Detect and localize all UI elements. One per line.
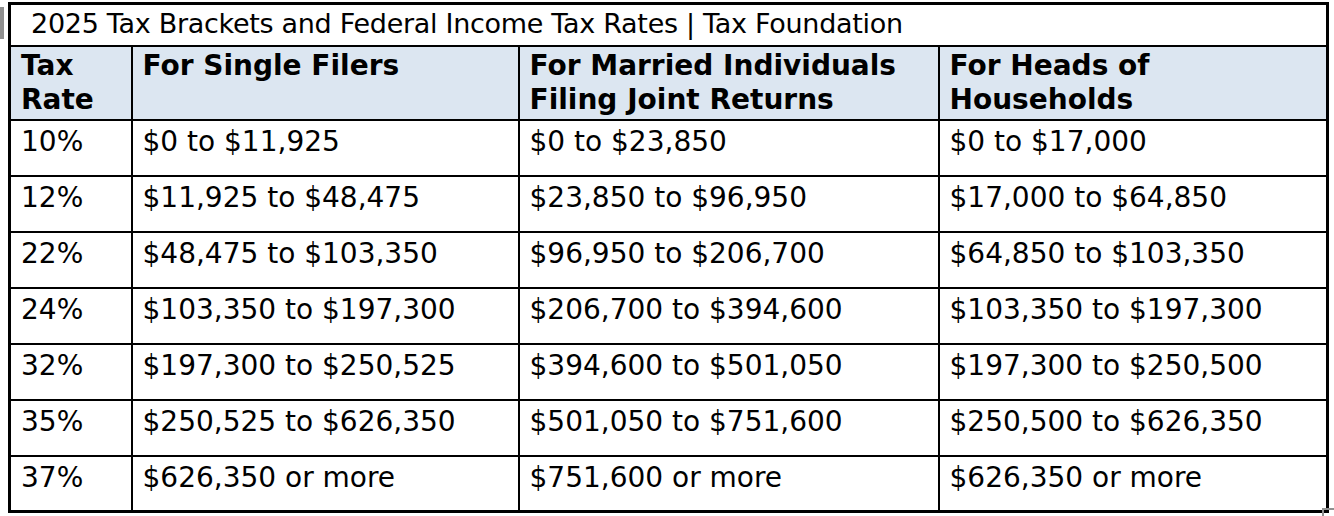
- head-of-household-cell: $250,500 to $626,350: [939, 400, 1328, 456]
- rate-cell: 32%: [10, 344, 132, 400]
- table-row: 35% $250,525 to $626,350 $501,050 to $75…: [10, 400, 1328, 456]
- single-filers-cell: $626,350 or more: [132, 456, 519, 512]
- rate-cell: 35%: [10, 400, 132, 456]
- column-header-tax-rate: Tax Rate: [10, 46, 132, 120]
- table-selection-handle-icon[interactable]: [0, 7, 4, 39]
- head-of-household-cell: $103,350 to $197,300: [939, 288, 1328, 344]
- single-filers-cell: $11,925 to $48,475: [132, 176, 519, 232]
- table-title: 2025 Tax Brackets and Federal Income Tax…: [10, 4, 1328, 46]
- single-filers-cell: $103,350 to $197,300: [132, 288, 519, 344]
- married-joint-cell: $394,600 to $501,050: [519, 344, 939, 400]
- married-joint-cell: $751,600 or more: [519, 456, 939, 512]
- rate-cell: 37%: [10, 456, 132, 512]
- married-joint-cell: $23,850 to $96,950: [519, 176, 939, 232]
- married-joint-cell: $0 to $23,850: [519, 120, 939, 176]
- rate-cell: 24%: [10, 288, 132, 344]
- single-filers-cell: $250,525 to $626,350: [132, 400, 519, 456]
- single-filers-cell: $48,475 to $103,350: [132, 232, 519, 288]
- single-filers-cell: $197,300 to $250,525: [132, 344, 519, 400]
- married-joint-cell: $96,950 to $206,700: [519, 232, 939, 288]
- head-of-household-cell: $17,000 to $64,850: [939, 176, 1328, 232]
- head-of-household-cell: $0 to $17,000: [939, 120, 1328, 176]
- head-of-household-cell: $197,300 to $250,500: [939, 344, 1328, 400]
- table-row: 22% $48,475 to $103,350 $96,950 to $206,…: [10, 232, 1328, 288]
- table-row: 12% $11,925 to $48,475 $23,850 to $96,95…: [10, 176, 1328, 232]
- head-of-household-cell: $626,350 or more: [939, 456, 1328, 512]
- table-row: 24% $103,350 to $197,300 $206,700 to $39…: [10, 288, 1328, 344]
- table-row: 32% $197,300 to $250,525 $394,600 to $50…: [10, 344, 1328, 400]
- rate-cell: 10%: [10, 120, 132, 176]
- table-resize-handle-icon[interactable]: [1322, 508, 1334, 516]
- table-row: 10% $0 to $11,925 $0 to $23,850 $0 to $1…: [10, 120, 1328, 176]
- column-header-single-filers: For Single Filers: [132, 46, 519, 120]
- table-header-row: Tax Rate For Single Filers For Married I…: [10, 46, 1328, 120]
- married-joint-cell: $206,700 to $394,600: [519, 288, 939, 344]
- column-header-married-joint: For Married Individuals Filing Joint Ret…: [519, 46, 939, 120]
- table-row: 37% $626,350 or more $751,600 or more $6…: [10, 456, 1328, 512]
- single-filers-cell: $0 to $11,925: [132, 120, 519, 176]
- table-title-row: 2025 Tax Brackets and Federal Income Tax…: [10, 4, 1328, 46]
- rate-cell: 12%: [10, 176, 132, 232]
- rate-cell: 22%: [10, 232, 132, 288]
- married-joint-cell: $501,050 to $751,600: [519, 400, 939, 456]
- column-header-heads-of-households: For Heads of Households: [939, 46, 1328, 120]
- head-of-household-cell: $64,850 to $103,350: [939, 232, 1328, 288]
- tax-brackets-table: 2025 Tax Brackets and Federal Income Tax…: [8, 2, 1329, 513]
- document-page: 2025 Tax Brackets and Federal Income Tax…: [0, 0, 1334, 516]
